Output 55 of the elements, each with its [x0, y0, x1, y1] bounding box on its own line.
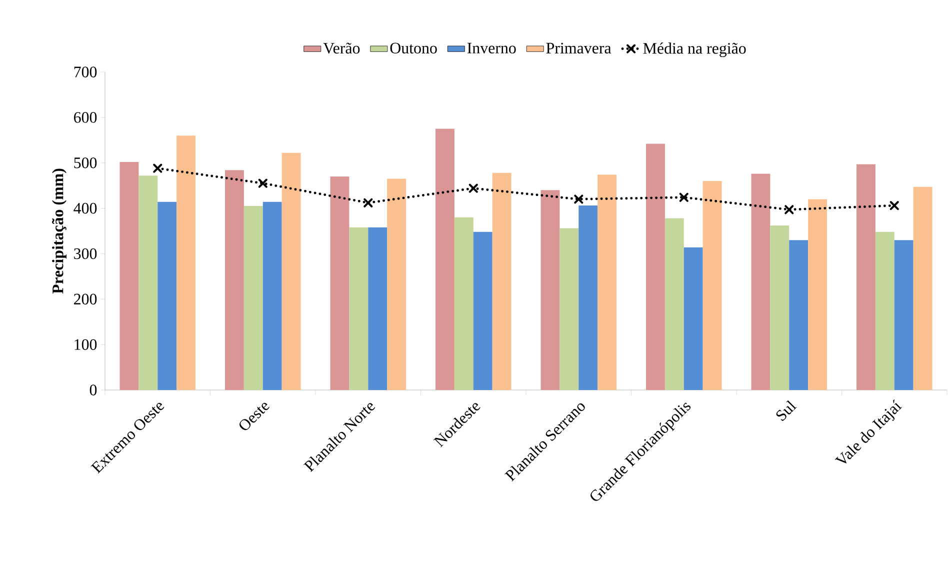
bar [330, 176, 350, 390]
bar [138, 176, 158, 390]
bar [770, 226, 790, 390]
bar [492, 172, 512, 390]
bar [856, 164, 876, 390]
bar [435, 128, 454, 390]
bar [120, 162, 139, 390]
bar [789, 240, 808, 390]
y-tick-label: 0 [90, 384, 97, 396]
legend-label: Outono [390, 42, 437, 54]
point [468, 184, 478, 193]
bar [387, 178, 406, 390]
bar [875, 232, 894, 390]
point [364, 198, 373, 208]
y-tick-label: 400 [74, 202, 97, 214]
y-tick-label: 200 [74, 294, 97, 305]
bar [282, 152, 301, 390]
legend-label: Verão [323, 42, 360, 54]
bar [560, 228, 579, 390]
legend-label: Média na região [643, 42, 746, 58]
y-axis-title: Precipitação (mm) [52, 168, 66, 294]
point [153, 164, 162, 173]
bar [158, 202, 177, 390]
bar [368, 227, 388, 390]
y-tick-label: 600 [74, 112, 97, 123]
bar [684, 247, 703, 390]
point [784, 205, 794, 214]
y-tick-label: 700 [74, 66, 97, 78]
bar [913, 186, 932, 390]
legend-label: Inverno [467, 42, 516, 54]
bar [540, 190, 560, 390]
legend-label: Primavera [546, 42, 612, 54]
x-tick-label: Sul [776, 400, 797, 422]
bar [578, 206, 598, 390]
bar [808, 199, 828, 390]
bar [454, 217, 474, 390]
point [574, 194, 584, 204]
bar [176, 136, 196, 390]
bar [349, 227, 368, 390]
point [679, 192, 688, 202]
bar [244, 206, 263, 390]
y-tick-label: 500 [74, 157, 97, 168]
bar [224, 170, 244, 390]
point [890, 201, 899, 210]
y-tick-label: 100 [74, 339, 97, 350]
bar [598, 174, 617, 390]
bar [702, 181, 722, 390]
y-tick-label: 300 [74, 248, 97, 260]
bar [894, 240, 914, 390]
bar [646, 144, 665, 390]
bar [664, 218, 684, 390]
bar [473, 232, 492, 390]
point [258, 178, 268, 188]
bar [751, 174, 770, 390]
bar [262, 202, 282, 390]
